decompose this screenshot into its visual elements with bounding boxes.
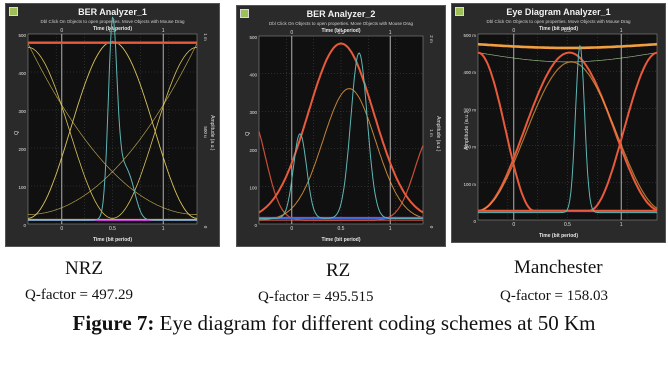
caption-prefix: Figure 7: <box>73 311 155 335</box>
bottom-tick-label: 0.5 <box>564 222 571 228</box>
right-tick-label: 500 u <box>203 126 208 138</box>
left-tick-label: 300 <box>18 109 26 114</box>
bottom-tick-label: 0.5 <box>109 226 116 232</box>
y-axis-left-label: Q <box>245 131 251 136</box>
y-axis-right-label: Amplitude (a.u.) <box>435 116 441 152</box>
left-tick-label: 500 m <box>463 33 476 38</box>
x-axis-label-bottom: Time (bit period) <box>6 237 219 243</box>
plot-area <box>28 34 197 224</box>
left-tick-label: 100 m <box>463 182 476 187</box>
x-axis-label-bottom: Time (bit period) <box>452 233 665 239</box>
eye-diagram-plot[interactable]: 0 0.5 1 0 0.5 1 500 400 300 200 100 0 2 m 1 m 0 Q Amplit… <box>237 6 445 246</box>
y-axis-right-label: Amplitude (a.u.) <box>209 115 215 151</box>
qfactor-manchester: Q-factor = 158.03 <box>500 288 608 305</box>
scheme-label-manchester: Manchester <box>514 257 603 279</box>
right-tick-label: 0 <box>429 226 434 229</box>
bottom-tick-label: 0.5 <box>338 226 345 232</box>
qfactor-rz: Q-factor = 495.515 <box>258 289 374 306</box>
left-tick-label: 100 <box>249 185 257 190</box>
top-tick-label: 0.5 <box>338 30 345 36</box>
eye-diagram-analyzer-1-panel[interactable]: Eye Diagram Analyzer_1 Dbl Click On Obje… <box>451 3 666 243</box>
qfactor-nrz: Q-factor = 497.29 <box>25 287 133 304</box>
left-tick-label: 500 <box>18 33 26 38</box>
bottom-tick-label: 1 <box>620 222 623 228</box>
top-tick-label: 0.5 <box>564 28 571 34</box>
bottom-tick-label: 0 <box>60 226 63 232</box>
left-tick-label: 400 m <box>463 70 476 75</box>
left-tick-label: 200 <box>18 147 26 152</box>
y-axis-left-label: Q <box>14 130 20 135</box>
left-tick-label: 0 <box>473 219 476 224</box>
top-tick-label: 1 <box>162 28 165 34</box>
scheme-label-nrz: NRZ <box>65 258 103 280</box>
left-tick-label: 400 <box>18 71 26 76</box>
bottom-tick-label: 1 <box>389 226 392 232</box>
ber-analyzer-2-panel[interactable]: BER Analyzer_2 Dbl Click On Objects to o… <box>236 5 446 247</box>
right-tick-label: 1 m <box>203 33 208 41</box>
bottom-tick-label: 0 <box>290 226 293 232</box>
bottom-tick-label: 0 <box>512 222 515 228</box>
left-tick-label: 500 <box>249 35 257 40</box>
left-tick-label: 400 <box>249 73 257 78</box>
figure-caption: Figure 7: Eye diagram for different codi… <box>0 310 668 336</box>
x-axis-label-bottom: Time (bit period) <box>237 237 445 243</box>
left-tick-label: 300 <box>249 110 257 115</box>
y-axis-left-label: Amplitude (a.u.) <box>464 111 470 150</box>
top-tick-label: 1 <box>389 30 392 36</box>
top-tick-label: 0 <box>512 28 515 34</box>
scheme-label-rz: RZ <box>326 260 350 282</box>
left-tick-label: 100 <box>18 185 26 190</box>
right-tick-label: 2 m <box>429 35 434 43</box>
left-tick-label: 200 <box>249 148 257 153</box>
top-tick-label: 0 <box>60 28 63 34</box>
right-tick-label: 0 <box>203 226 208 229</box>
bottom-tick-label: 1 <box>162 226 165 232</box>
top-tick-label: 0 <box>290 30 293 36</box>
left-tick-label: 0 <box>23 223 26 228</box>
right-tick-label: 1 m <box>429 129 434 137</box>
ber-analyzer-1-panel[interactable]: BER Analyzer_1 Dbl Click On Objects to o… <box>5 3 220 247</box>
caption-text: Eye diagram for different coding schemes… <box>154 311 595 335</box>
left-tick-label: 0 <box>254 223 257 228</box>
top-tick-label: 1 <box>620 28 623 34</box>
